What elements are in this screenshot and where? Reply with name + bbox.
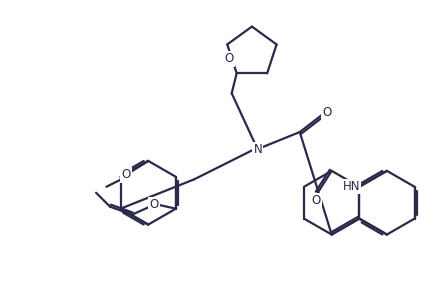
Text: O: O (311, 194, 320, 207)
Text: O: O (149, 198, 159, 211)
Text: HN: HN (343, 180, 360, 193)
Text: N: N (253, 143, 262, 156)
Text: O: O (122, 168, 131, 181)
Text: O: O (322, 106, 331, 119)
Text: O: O (224, 52, 234, 65)
